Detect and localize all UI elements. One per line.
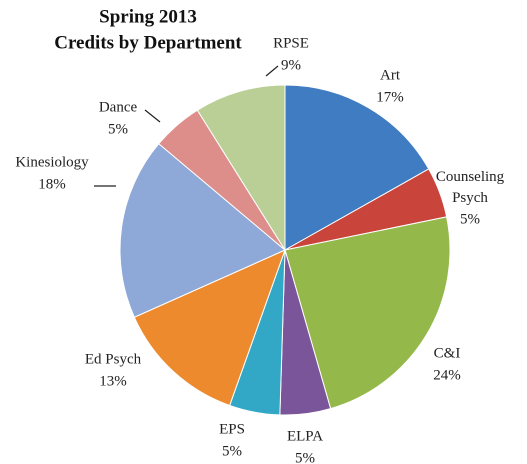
pie-slice [196,84,286,252]
leader-line [265,65,279,77]
slice-value-label: 5% [108,121,128,137]
slice-label: Art [380,67,401,83]
chart-title: Spring 2013 [99,6,197,27]
slice-label: C&I [434,345,461,361]
slice-value-label: 5% [222,443,242,459]
slice-value-label: 13% [99,373,127,389]
slice-value-label: 24% [433,367,461,383]
slice-label: Ed Psych [85,351,142,367]
slice-label: EPS [219,421,245,437]
slice-label: RPSE [273,35,309,51]
pie-slice [133,249,286,407]
chart-subtitle: Credits by Department [54,32,242,53]
leader-line [144,109,161,123]
slice-label: Counseling Psych [436,169,505,206]
slice-value-label: 5% [460,211,480,227]
slice-value-label: 9% [281,57,301,73]
slice-label: Kinesiology [15,154,89,170]
slice-label: Dance [99,99,138,115]
slice-value-label: 18% [38,176,66,192]
pie-slice [284,216,451,410]
pie-slice [119,143,286,318]
pie-slice [284,84,430,251]
slice-value-label: 5% [295,450,315,464]
slice-label: ELPA [287,428,323,444]
slice-value-label: 17% [376,89,404,105]
